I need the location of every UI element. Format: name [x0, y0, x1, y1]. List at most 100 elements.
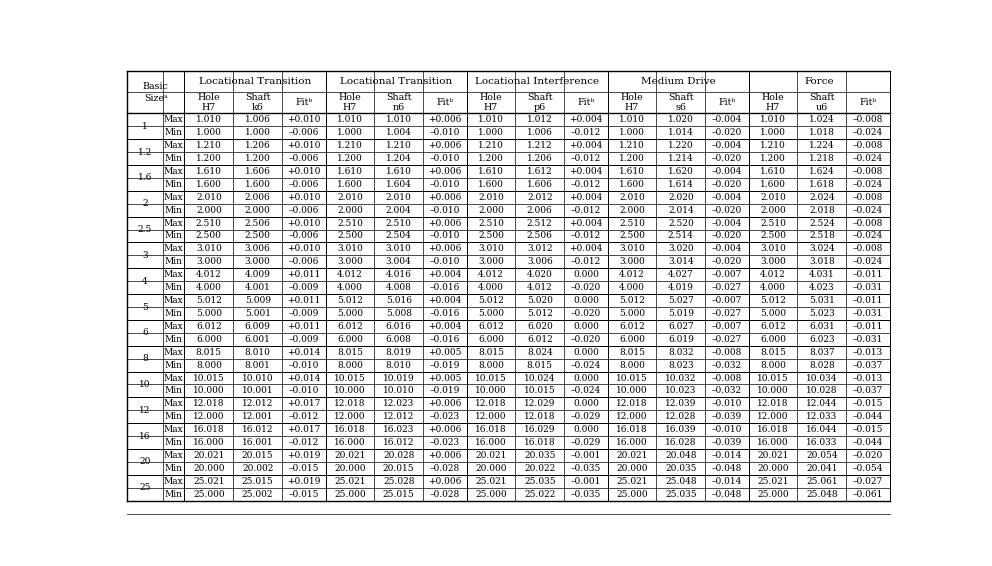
Text: –0.016: –0.016: [430, 283, 460, 292]
Text: 3.000: 3.000: [619, 258, 645, 267]
Text: –0.044: –0.044: [853, 412, 883, 421]
Text: –0.012: –0.012: [570, 128, 601, 137]
Text: 20.035: 20.035: [524, 451, 556, 460]
Text: 2.500: 2.500: [760, 231, 786, 241]
Text: –0.061: –0.061: [853, 490, 883, 499]
Text: 2.000: 2.000: [245, 205, 271, 215]
Text: 6.001: 6.001: [245, 335, 271, 344]
Text: –0.010: –0.010: [712, 400, 742, 408]
Text: 1.010: 1.010: [337, 115, 363, 125]
Text: +0.006: +0.006: [429, 245, 461, 254]
Text: 2.024: 2.024: [809, 193, 834, 201]
Text: 20.054: 20.054: [806, 451, 837, 460]
Text: 2.500: 2.500: [196, 231, 222, 241]
Text: +0.004: +0.004: [569, 218, 602, 228]
Text: –0.012: –0.012: [289, 412, 318, 421]
Text: +0.011: +0.011: [287, 270, 320, 279]
Text: 2.000: 2.000: [619, 205, 645, 215]
Text: 10.024: 10.024: [524, 374, 556, 383]
Text: +0.011: +0.011: [287, 322, 320, 331]
Text: –0.008: –0.008: [853, 115, 883, 125]
Text: 0.000: 0.000: [573, 348, 599, 357]
Text: 0.000: 0.000: [573, 425, 599, 434]
Text: Max: Max: [164, 193, 184, 201]
Text: +0.004: +0.004: [569, 167, 602, 176]
Text: –0.012: –0.012: [570, 231, 601, 241]
Text: –0.012: –0.012: [570, 258, 601, 267]
Text: +0.004: +0.004: [429, 296, 461, 305]
Text: Max: Max: [164, 425, 184, 434]
Text: +0.010: +0.010: [287, 218, 320, 228]
Text: 1.200: 1.200: [478, 154, 504, 163]
Text: 16.033: 16.033: [806, 438, 837, 447]
Text: 12.001: 12.001: [242, 412, 274, 421]
Text: 12.012: 12.012: [383, 412, 415, 421]
Text: 3.010: 3.010: [760, 245, 786, 254]
Text: 5.012: 5.012: [337, 296, 363, 305]
Text: Min: Min: [165, 283, 183, 292]
Text: 12.000: 12.000: [193, 412, 224, 421]
Text: +0.011: +0.011: [287, 296, 320, 305]
Text: 6.000: 6.000: [760, 335, 786, 344]
Text: –0.020: –0.020: [712, 258, 742, 267]
Text: Min: Min: [165, 231, 183, 241]
Text: –0.012: –0.012: [570, 205, 601, 215]
Text: 8.001: 8.001: [245, 361, 271, 370]
Text: –0.024: –0.024: [853, 154, 883, 163]
Text: –0.007: –0.007: [712, 270, 742, 279]
Text: –0.004: –0.004: [712, 141, 742, 150]
Text: 1.000: 1.000: [337, 128, 363, 137]
Text: 1.010: 1.010: [478, 115, 504, 125]
Text: 16.028: 16.028: [665, 438, 696, 447]
Text: 1.204: 1.204: [386, 154, 412, 163]
Text: 2: 2: [142, 199, 148, 208]
Text: 8.023: 8.023: [668, 361, 693, 370]
Text: 16.000: 16.000: [475, 438, 507, 447]
Text: 12.000: 12.000: [334, 412, 366, 421]
Text: Locational Transition: Locational Transition: [340, 77, 452, 86]
Text: +0.004: +0.004: [569, 245, 602, 254]
Text: 25.028: 25.028: [383, 477, 415, 486]
Text: 1.610: 1.610: [619, 167, 645, 176]
Text: –0.008: –0.008: [853, 218, 883, 228]
Text: Max: Max: [164, 477, 184, 486]
Text: 20.021: 20.021: [757, 451, 789, 460]
Text: –0.014: –0.014: [712, 477, 742, 486]
Text: +0.006: +0.006: [429, 167, 461, 176]
Text: 3.006: 3.006: [527, 258, 553, 267]
Text: 10.023: 10.023: [666, 387, 696, 396]
Text: Max: Max: [164, 296, 184, 305]
Text: 6.009: 6.009: [245, 322, 271, 331]
Text: 4.000: 4.000: [337, 283, 363, 292]
Text: –0.024: –0.024: [853, 258, 883, 267]
Text: Max: Max: [164, 322, 184, 331]
Text: 1.610: 1.610: [760, 167, 786, 176]
Text: 5.008: 5.008: [386, 309, 412, 318]
Text: –0.035: –0.035: [570, 464, 601, 473]
Text: 12.028: 12.028: [666, 412, 696, 421]
Text: 4.012: 4.012: [337, 270, 363, 279]
Text: 4.000: 4.000: [760, 283, 786, 292]
Text: Hole
H7: Hole H7: [621, 93, 644, 112]
Text: +0.006: +0.006: [429, 477, 461, 486]
Text: 3.010: 3.010: [619, 245, 645, 254]
Text: 4.012: 4.012: [196, 270, 222, 279]
Text: –0.004: –0.004: [712, 245, 742, 254]
Text: –0.054: –0.054: [853, 464, 883, 473]
Text: Min: Min: [165, 438, 183, 447]
Text: 16.001: 16.001: [242, 438, 274, 447]
Text: 16.018: 16.018: [193, 425, 224, 434]
Text: 2.006: 2.006: [245, 193, 271, 201]
Text: 12.000: 12.000: [757, 412, 789, 421]
Text: 20.021: 20.021: [475, 451, 507, 460]
Text: +0.010: +0.010: [287, 167, 320, 176]
Text: 5: 5: [142, 302, 148, 311]
Text: Shaft
s6: Shaft s6: [668, 93, 693, 112]
Text: 2.520: 2.520: [668, 218, 693, 228]
Text: 12.039: 12.039: [666, 400, 696, 408]
Text: 8.019: 8.019: [386, 348, 412, 357]
Text: 20.021: 20.021: [334, 451, 366, 460]
Text: 1.020: 1.020: [668, 115, 693, 125]
Text: 4.012: 4.012: [527, 283, 553, 292]
Text: 20.035: 20.035: [665, 464, 696, 473]
